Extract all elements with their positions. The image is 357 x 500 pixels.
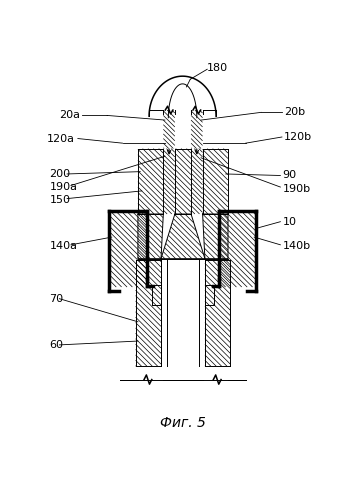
Text: 190a: 190a (49, 182, 77, 192)
Text: 190b: 190b (283, 184, 311, 194)
Text: 120b: 120b (284, 132, 312, 142)
Text: 70: 70 (49, 294, 64, 304)
Text: 200: 200 (49, 169, 70, 179)
Text: 90: 90 (283, 170, 297, 180)
Text: 20a: 20a (59, 110, 80, 120)
Text: Фиг. 5: Фиг. 5 (160, 416, 206, 430)
Text: 150: 150 (49, 195, 70, 205)
Text: 140b: 140b (283, 242, 311, 252)
Text: 60: 60 (49, 340, 64, 350)
Text: 20b: 20b (284, 108, 305, 118)
Text: 120a: 120a (47, 134, 75, 143)
Text: 10: 10 (283, 216, 297, 226)
Text: 140a: 140a (49, 242, 77, 252)
Text: 180: 180 (207, 62, 228, 72)
